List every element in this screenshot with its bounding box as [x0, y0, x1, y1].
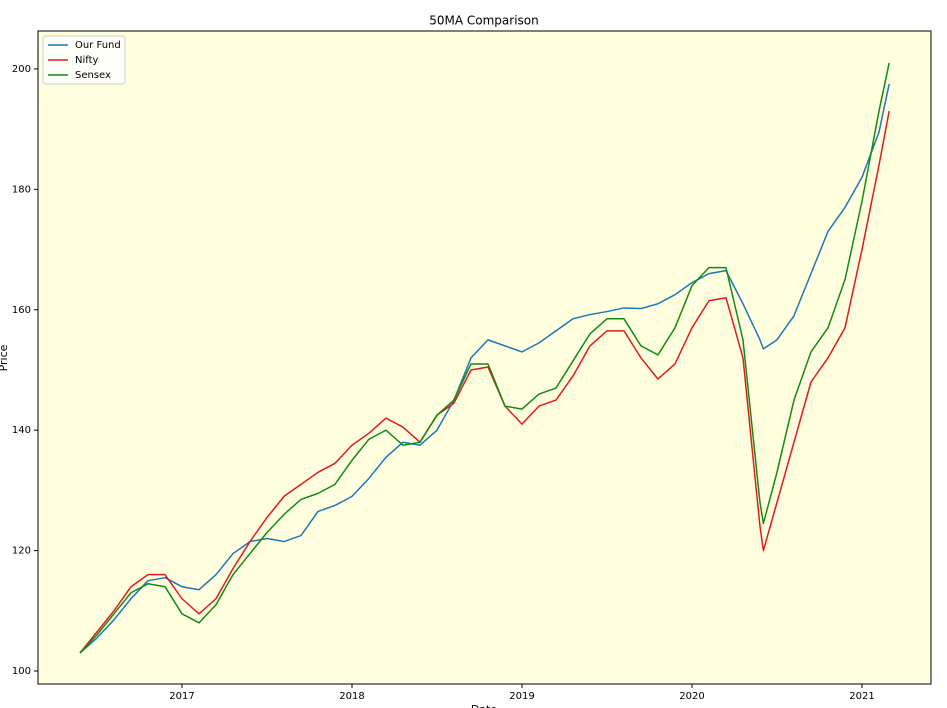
legend-box [42, 35, 126, 85]
x-tick-label: 2019 [509, 691, 534, 702]
y-tick-label: 140 [12, 425, 31, 436]
legend: Our Fund Nifty Sensex [42, 35, 126, 85]
series-line [79, 83, 890, 654]
plot-area [38, 31, 931, 684]
x-tick-label: 2018 [339, 691, 364, 702]
x-tick-label: 2020 [679, 691, 704, 702]
legend-label: Nifty [75, 55, 99, 66]
legend-label: Our Fund [75, 40, 121, 51]
legend-label: Sensex [75, 70, 111, 81]
x-tick-label: 2021 [849, 691, 874, 702]
chart-title: 50MA Comparison [429, 14, 539, 28]
y-tick-label: 100 [12, 666, 31, 677]
plot-frame [37, 30, 932, 685]
y-tick-label: 200 [12, 64, 31, 75]
y-axis-label: Price [0, 344, 10, 371]
y-tick-label: 120 [12, 546, 31, 557]
y-tick-label: 160 [12, 305, 31, 316]
y-tick-label: 180 [12, 184, 31, 195]
x-tick-label: 2017 [169, 691, 194, 702]
series-line [79, 62, 890, 654]
x-axis-label: Date [471, 703, 498, 708]
